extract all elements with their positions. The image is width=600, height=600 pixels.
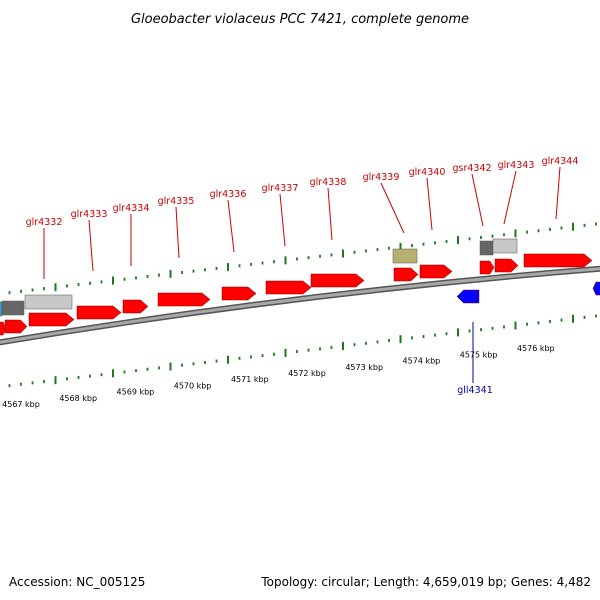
gene-label-leader bbox=[380, 182, 405, 234]
gene-arrow-glr4344[interactable] bbox=[523, 253, 593, 268]
gene-label-leader bbox=[175, 206, 180, 259]
gene-arrow-gsr4342[interactable] bbox=[419, 264, 453, 279]
light-grey-feature-2[interactable] bbox=[492, 238, 518, 254]
gene-label-gsr4342[interactable]: gsr4342 bbox=[452, 163, 491, 174]
gene-label-glr4344[interactable]: glr4344 bbox=[542, 156, 579, 167]
scale-label: 4574 kbp bbox=[403, 357, 441, 366]
gene-arrow-gll4341[interactable] bbox=[456, 289, 480, 304]
gene-arrow-glr4335[interactable] bbox=[122, 299, 149, 314]
cyan-feature[interactable] bbox=[0, 301, 3, 317]
gene-label-leader bbox=[88, 219, 94, 272]
gene-arrow-glr4338[interactable] bbox=[265, 280, 312, 295]
gene-label-glr4339[interactable]: glr4339 bbox=[363, 172, 400, 183]
gene-label-leader bbox=[426, 177, 433, 231]
gene-arrow-glr4336[interactable] bbox=[157, 292, 211, 307]
gene-arrow-glr4333[interactable] bbox=[28, 312, 75, 327]
scale-label: 4567 kbp bbox=[2, 400, 40, 409]
scale-labels: 4567 kbp 4568 kbp 4569 kbp 4570 kbp 4571 kbp… bbox=[2, 344, 555, 409]
gene-arrow-glr4332[interactable] bbox=[4, 319, 28, 334]
gene-label-glr4334[interactable]: glr4334 bbox=[113, 203, 150, 214]
gene-label-glr4335[interactable]: glr4335 bbox=[158, 196, 195, 207]
accession-text: Accession: NC_005125 bbox=[9, 575, 145, 589]
gene-arrow-partial[interactable] bbox=[0, 321, 7, 336]
genome-backbone bbox=[0, 265, 600, 346]
gene-label-glr4336[interactable]: glr4336 bbox=[210, 189, 247, 200]
scale-label: 4573 kbp bbox=[345, 363, 383, 372]
gene-label-leader bbox=[279, 193, 286, 247]
gene-label-leader bbox=[471, 173, 484, 227]
gene-label-glr4343[interactable]: glr4343 bbox=[498, 160, 535, 171]
gene-arrow-glr4343b[interactable] bbox=[494, 258, 519, 273]
gene-label-gll4341[interactable]: gll4341 bbox=[457, 385, 493, 396]
feature-track bbox=[0, 238, 600, 336]
gene-label-leader bbox=[327, 187, 333, 241]
lower-tick-track bbox=[8, 314, 597, 388]
scale-label: 4576 kbp bbox=[517, 344, 555, 353]
gene-label-leader bbox=[555, 166, 561, 220]
gene-arrow-partial-right[interactable] bbox=[592, 281, 600, 296]
gene-label-glr4337[interactable]: glr4337 bbox=[262, 183, 299, 194]
scale-label: 4568 kbp bbox=[59, 394, 97, 403]
map-title: Gloeobacter violaceus PCC 7421, complete… bbox=[131, 12, 469, 27]
gene-arrow-glr4340[interactable] bbox=[393, 267, 419, 282]
grey-feature-2[interactable] bbox=[479, 240, 494, 256]
upper-tick-track bbox=[8, 222, 597, 295]
scale-label: 4575 kbp bbox=[460, 350, 498, 359]
gene-arrow-glr4343[interactable] bbox=[479, 260, 495, 275]
gene-label-leader bbox=[503, 170, 517, 225]
light-grey-feature[interactable] bbox=[24, 294, 73, 310]
gene-label-glr4340[interactable]: glr4340 bbox=[409, 167, 446, 178]
scale-label: 4569 kbp bbox=[117, 388, 155, 397]
gene-label-leader bbox=[227, 199, 235, 253]
grey-feature[interactable] bbox=[1, 300, 25, 316]
genome-summary-text: Topology: circular; Length: 4,659,019 bp… bbox=[260, 575, 591, 589]
gene-arrow-glr4339[interactable] bbox=[310, 273, 365, 288]
scale-label: 4571 kbp bbox=[231, 375, 269, 384]
scale-label: 4570 kbp bbox=[174, 381, 212, 390]
khaki-feature[interactable] bbox=[392, 248, 418, 264]
gene-arrow-glr4334[interactable] bbox=[76, 305, 122, 320]
gene-labels: glr4332 glr4333 glr4334 glr4335 glr4336 glr43… bbox=[26, 156, 579, 396]
gene-arrow-glr4337[interactable] bbox=[221, 286, 257, 301]
scale-label: 4572 kbp bbox=[288, 369, 326, 378]
gene-label-glr4332[interactable]: glr4332 bbox=[26, 217, 63, 228]
gene-label-glr4338[interactable]: glr4338 bbox=[310, 177, 347, 188]
gene-label-glr4333[interactable]: glr4333 bbox=[71, 209, 108, 220]
